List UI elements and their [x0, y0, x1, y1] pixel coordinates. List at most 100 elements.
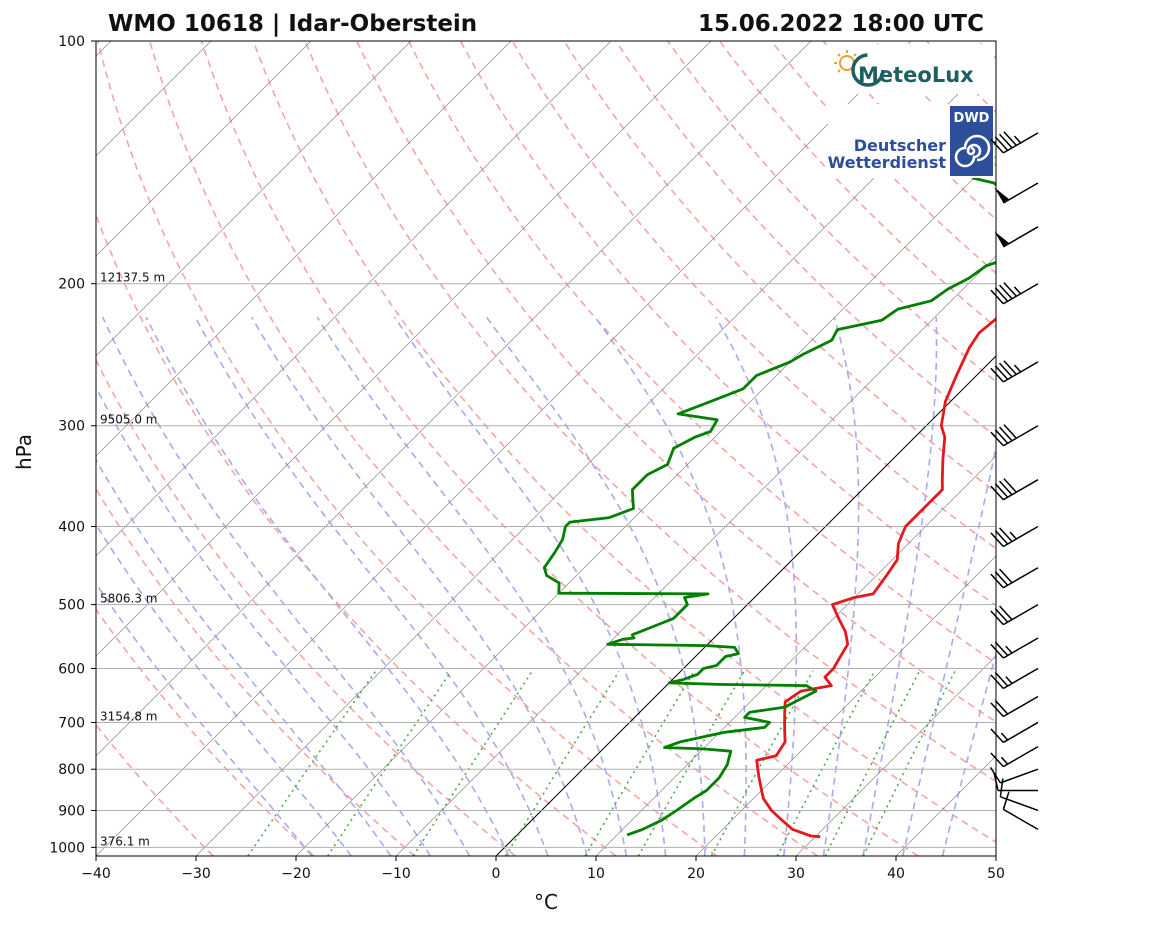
x-tick-label: 10	[587, 866, 605, 882]
wind-barb-staff	[1003, 638, 1038, 658]
wind-barb-feather	[1000, 427, 1012, 441]
y-tick-label: 800	[58, 762, 85, 778]
wind-barb	[991, 747, 1038, 767]
dry-adiabat-line	[98, 41, 717, 856]
wind-barb	[991, 479, 1038, 500]
y-tick-label: 500	[58, 598, 85, 614]
x-tick-label: 20	[687, 866, 705, 882]
isotherm-line	[996, 41, 1160, 856]
dry-adiabat-line	[357, 41, 1160, 856]
wind-barb-pennant	[994, 231, 1009, 247]
meteolux-wordmark: MeteoLux	[858, 63, 974, 87]
x-tick-label: −20	[281, 866, 311, 882]
dry-adiabat-line	[461, 41, 1160, 856]
wind-barb-feather	[995, 288, 1007, 302]
wind-barb-feather	[1000, 285, 1012, 299]
x-axis-label: °C	[534, 890, 558, 914]
wind-barb-feather	[1004, 425, 1016, 439]
dwd-logo: DWD Deutscher Wetterdienst	[828, 104, 994, 178]
wind-barb-feather	[995, 137, 1007, 151]
wind-barb	[1003, 792, 1038, 830]
dry-adiabat-line	[0, 41, 515, 856]
wind-barb	[991, 568, 1038, 588]
wind-barb	[991, 605, 1038, 625]
wind-barb-feather	[995, 430, 1007, 444]
wind-barb-half-feather	[1014, 365, 1020, 372]
wind-barbs	[990, 132, 1038, 830]
moist-adiabat-line	[103, 317, 470, 856]
meteolux-logo: MeteoLux	[828, 44, 994, 94]
wind-barb-feather	[995, 484, 1007, 498]
wind-barb-staff	[1000, 797, 1038, 811]
wind-barb-feather	[991, 644, 1003, 658]
wind-barb-feather	[991, 703, 1003, 717]
dwd-badge-text: DWD	[954, 111, 990, 126]
x-tick-label: 40	[887, 866, 905, 882]
wind-barb-feather	[991, 729, 1003, 743]
wind-barb	[991, 696, 1038, 716]
wind-barb-feather	[995, 672, 1007, 686]
isotherm-line	[0, 41, 711, 856]
wind-barb-feather	[1004, 132, 1016, 146]
wind-barb-feather	[1000, 569, 1012, 583]
x-tick-label: −30	[181, 866, 211, 882]
wind-barb	[991, 722, 1038, 742]
moist-adiabat-line	[0, 317, 351, 856]
wind-barb-feather	[991, 611, 1003, 625]
y-tick-label: 600	[58, 661, 85, 677]
dry-adiabat-line	[0, 41, 314, 856]
wind-barb-half-feather	[1014, 136, 1020, 143]
moist-adiabat-line	[0, 317, 312, 856]
wind-barb	[1000, 778, 1038, 810]
x-tick-label: −10	[381, 866, 411, 882]
dry-adiabat-line	[46, 41, 616, 856]
wind-barb-half-feather	[1010, 532, 1016, 539]
dwd-name-line2: Wetterdienst	[828, 153, 947, 172]
wind-barb-feather	[995, 530, 1007, 544]
isotherm-line	[0, 41, 811, 856]
x-tick-label: −40	[81, 866, 111, 882]
wind-barb-feather	[1004, 479, 1016, 493]
dry-adiabat-line	[979, 41, 1160, 856]
wind-barb	[994, 183, 1038, 203]
y-tick-label: 100	[58, 34, 85, 50]
wind-barb	[994, 772, 1038, 790]
wind-barb-pennant	[994, 187, 1009, 203]
height-label: 3154.8 m	[100, 709, 158, 723]
wind-barb-staff	[1003, 605, 1038, 625]
wind-barb-feather	[991, 574, 1003, 588]
height-label: 376.1 m	[100, 834, 150, 848]
wind-barb-feather	[1000, 778, 1002, 796]
moist-adiabat-line	[252, 317, 587, 856]
wind-barb-feather	[1004, 283, 1016, 297]
mixing-ratio-line	[506, 671, 619, 856]
y-tick-label: 700	[58, 715, 85, 731]
wind-barb-feather	[991, 533, 1003, 547]
moist-adiabat-line	[823, 317, 858, 856]
wind-barb	[991, 668, 1038, 688]
wind-barb-staff	[1003, 747, 1038, 767]
y-tick-label: 1000	[49, 840, 85, 856]
x-tick-label: 0	[492, 866, 501, 882]
wind-barb-feather	[995, 572, 1007, 586]
wind-barb-staff	[1003, 809, 1038, 829]
wind-barb-feather	[1000, 528, 1012, 542]
y-axis-label: hPa	[12, 434, 36, 470]
dry-adiabat-line	[1082, 41, 1160, 856]
wind-barb-staff	[1003, 183, 1038, 203]
chart-title-left: WMO 10618 | Idar-Oberstein	[108, 11, 477, 37]
y-tick-label: 200	[58, 277, 85, 293]
wind-barb-feather	[995, 609, 1007, 623]
x-tick-label: 50	[987, 866, 1005, 882]
sounding-series	[544, 99, 1160, 837]
wind-barb	[991, 425, 1038, 446]
wind-barb-feather	[991, 675, 1003, 689]
wind-barb-staff	[1003, 722, 1038, 742]
dry-adiabat-line	[1030, 41, 1160, 856]
wind-barb-staff	[1003, 568, 1038, 588]
wind-barb-half-feather	[1006, 677, 1012, 684]
wind-barb-staff	[1003, 696, 1038, 716]
wind-barb-feather	[995, 642, 1007, 656]
